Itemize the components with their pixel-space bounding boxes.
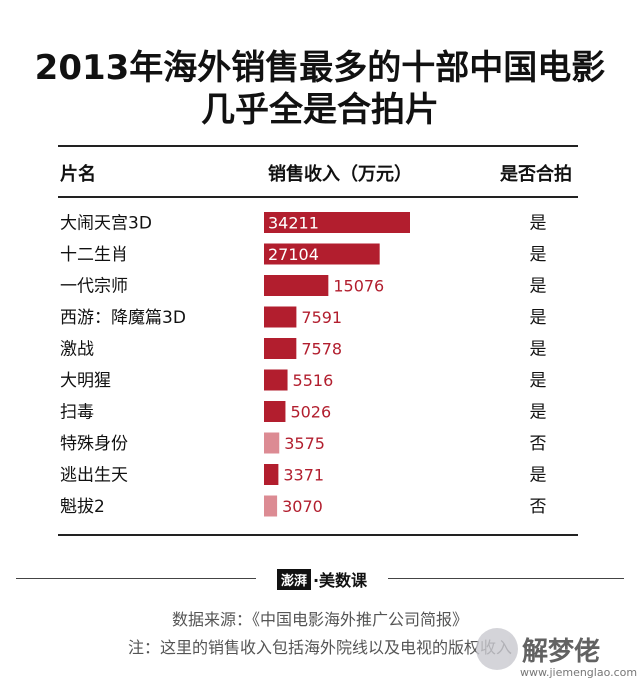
bar <box>264 495 278 517</box>
footer-rule-left <box>16 578 256 579</box>
column-header-revenue: 销售收入（万元） <box>268 164 412 185</box>
watermark: 解梦佬 <box>476 620 636 678</box>
footer-rule-right <box>388 578 624 579</box>
coproduction-label: 否 <box>530 434 547 454</box>
publisher-logo: 澎湃 ·美数课 <box>256 566 388 592</box>
bottom-rule <box>58 534 578 536</box>
coproduction-label: 是 <box>530 245 547 265</box>
value-label: 15076 <box>333 277 384 296</box>
value-label: 5516 <box>293 371 334 390</box>
category-label: 大明猩 <box>60 371 111 391</box>
coproduction-label: 是 <box>530 214 547 234</box>
coproduction-label: 是 <box>530 308 547 328</box>
chart-title-line1: 2013年海外销售最多的十部中国电影 <box>34 48 606 88</box>
coproduction-label: 是 <box>530 403 547 423</box>
value-label: 3070 <box>282 497 323 516</box>
publisher-logo-mark: 澎湃 <box>276 568 311 590</box>
bar <box>264 306 297 328</box>
top-rule <box>58 145 578 147</box>
watermark-url: www.jiemenglao.com <box>520 666 638 679</box>
value-label: 7591 <box>301 308 342 327</box>
bar <box>264 243 380 265</box>
category-label: 西游：降魔篇3D <box>60 308 186 328</box>
category-label: 激战 <box>60 340 94 360</box>
watermark-logo-icon <box>476 628 518 670</box>
bar <box>264 338 297 359</box>
coproduction-label: 是 <box>530 277 547 297</box>
value-label: 34211 <box>268 214 319 233</box>
category-label: 特殊身份 <box>60 434 128 454</box>
coproduction-label: 是 <box>530 340 547 360</box>
bar <box>264 275 329 296</box>
category-label: 扫毒 <box>60 403 94 423</box>
category-label: 逃出生天 <box>60 466 128 486</box>
category-label: 大闹天宫3D <box>60 214 152 234</box>
category-label: 十二生肖 <box>60 245 128 265</box>
coproduction-label: 是 <box>530 466 547 486</box>
value-label: 5026 <box>290 403 331 422</box>
value-label: 3575 <box>284 434 325 453</box>
column-header-name: 片名 <box>60 164 96 185</box>
bar <box>264 464 279 485</box>
column-header-coproduction: 是否合拍 <box>500 164 572 185</box>
data-note: 注：这里的销售收入包括海外院线以及电视的版权收入 <box>127 638 512 657</box>
category-label: 一代宗师 <box>60 277 128 297</box>
bar <box>264 401 286 422</box>
header-rule <box>58 196 578 198</box>
category-label: 魁拔2 <box>60 497 105 517</box>
value-label: 3371 <box>283 466 324 485</box>
coproduction-label: 是 <box>530 371 547 391</box>
data-source: 数据来源：《中国电影海外推广公司简报》 <box>171 610 468 629</box>
watermark-text: 解梦佬 <box>522 636 601 667</box>
bar <box>264 369 288 391</box>
value-label: 27104 <box>268 245 319 264</box>
bar <box>264 432 280 454</box>
bar <box>264 212 410 233</box>
coproduction-label: 否 <box>530 497 547 517</box>
chart-title-line2: 几乎全是合拍片 <box>201 90 439 130</box>
value-label: 7578 <box>301 340 342 359</box>
publisher-logo-text: ·美数课 <box>312 571 368 590</box>
